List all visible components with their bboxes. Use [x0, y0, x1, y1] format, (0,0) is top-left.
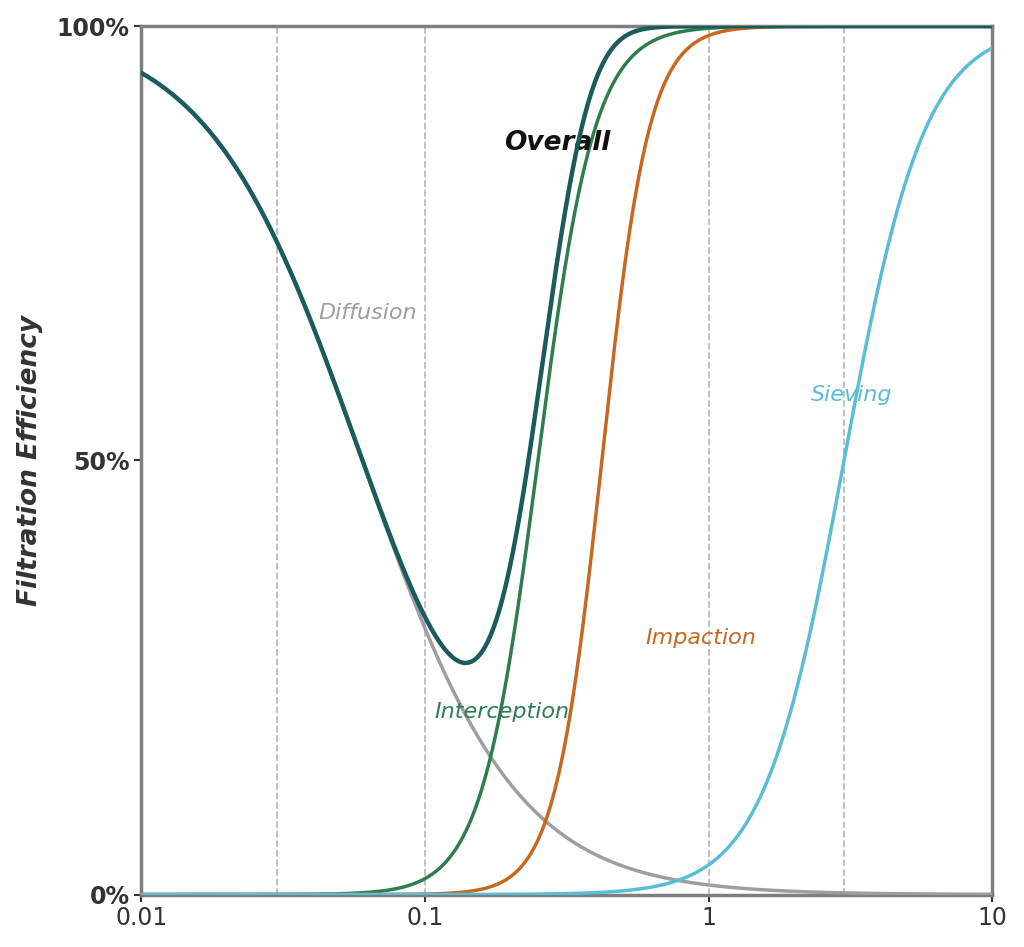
Text: Interception: Interception	[434, 702, 569, 723]
Text: Sieving: Sieving	[811, 385, 893, 405]
Text: Diffusion: Diffusion	[318, 303, 417, 323]
Y-axis label: Filtration Efficiency: Filtration Efficiency	[16, 314, 43, 606]
Text: Impaction: Impaction	[646, 629, 757, 649]
Text: Overall: Overall	[504, 131, 610, 156]
